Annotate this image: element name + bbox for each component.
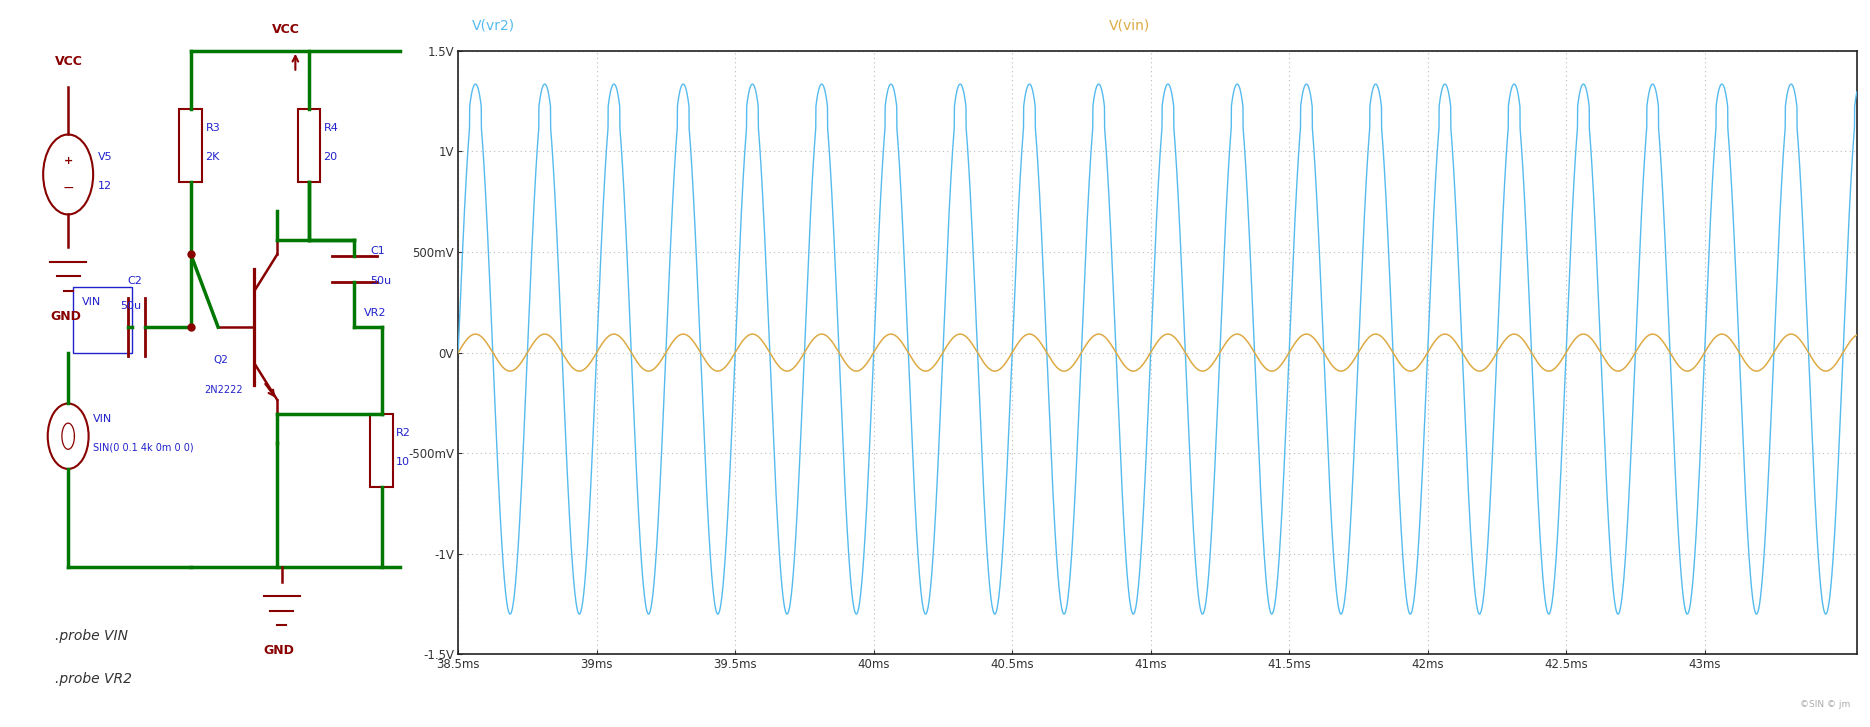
Text: .probe VIN: .probe VIN <box>54 629 127 643</box>
Text: GND: GND <box>50 310 80 323</box>
Text: C2: C2 <box>127 276 142 286</box>
Text: V5: V5 <box>97 152 112 162</box>
Bar <box>297 109 320 182</box>
Circle shape <box>49 403 88 469</box>
Text: Q2: Q2 <box>213 356 228 366</box>
Text: 20: 20 <box>324 152 338 162</box>
Text: 12: 12 <box>97 181 112 191</box>
Text: R4: R4 <box>324 123 338 133</box>
Text: −: − <box>62 180 75 195</box>
Text: 50u: 50u <box>120 301 142 311</box>
Circle shape <box>43 134 94 214</box>
Text: 2N2222: 2N2222 <box>204 385 243 395</box>
Text: V(vr2): V(vr2) <box>471 19 516 33</box>
Text: C1: C1 <box>370 246 385 257</box>
Text: VCC: VCC <box>273 23 301 36</box>
Text: 2K: 2K <box>206 152 221 162</box>
Text: 10: 10 <box>396 457 410 467</box>
Text: SIN(0 0.1 4k 0m 0 0): SIN(0 0.1 4k 0m 0 0) <box>94 443 194 453</box>
Text: R2: R2 <box>396 428 411 438</box>
Bar <box>180 109 202 182</box>
Text: 50u: 50u <box>370 276 391 286</box>
Text: VIN: VIN <box>82 297 101 308</box>
Text: ©SIN © jm: ©SIN © jm <box>1799 699 1849 709</box>
Bar <box>73 287 131 353</box>
Text: R3: R3 <box>206 123 221 133</box>
Text: VR2: VR2 <box>363 308 385 318</box>
Text: +: + <box>64 156 73 166</box>
Text: VIN: VIN <box>94 414 112 424</box>
Text: .probe VR2: .probe VR2 <box>54 672 131 686</box>
Text: VCC: VCC <box>54 55 82 68</box>
Text: GND: GND <box>264 644 294 657</box>
Bar <box>370 414 393 487</box>
Text: V(vin): V(vin) <box>1109 19 1150 33</box>
